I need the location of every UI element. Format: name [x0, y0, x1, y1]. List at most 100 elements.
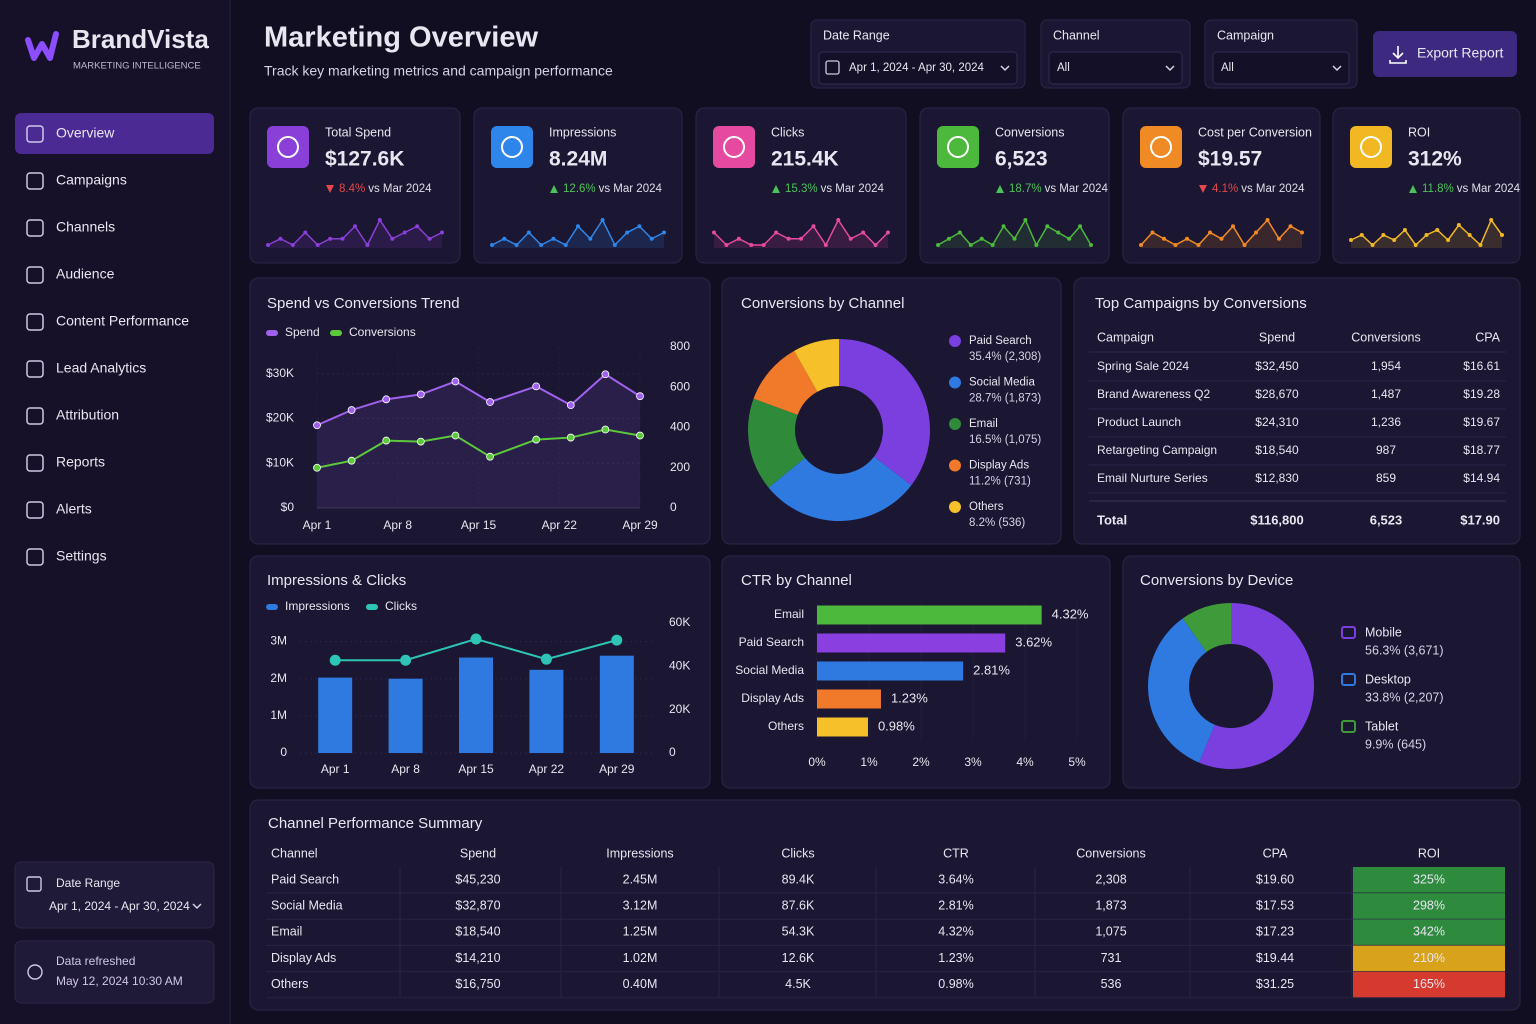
- kpi-comparison: vs Mar 2024: [599, 183, 663, 195]
- sparkline-point: [576, 224, 580, 229]
- table-cell: $18.77: [1463, 443, 1500, 457]
- table-cell: 342%: [1413, 925, 1445, 939]
- legend-label: Impressions: [285, 599, 350, 613]
- card-title: Top Campaigns by Conversions: [1095, 295, 1307, 312]
- filter-select[interactable]: [818, 51, 1018, 85]
- kpi-icon-glyph: [723, 136, 745, 158]
- nav-item[interactable]: Audience: [56, 266, 115, 282]
- sparkline-point: [1467, 233, 1472, 237]
- kpi-change: 12.6% vs Mar 2024: [563, 183, 662, 195]
- kpi-arrow: [772, 185, 780, 193]
- table-cell: 2.45M: [623, 872, 658, 886]
- table-cell: 4.5K: [785, 977, 811, 991]
- column-header: CTR: [943, 846, 969, 860]
- nav-icon: [26, 548, 44, 566]
- sparkline-point: [861, 230, 866, 235]
- table-cell: 731: [1101, 951, 1122, 965]
- sparkline-point: [979, 236, 984, 241]
- sparkline-point: [1392, 238, 1397, 242]
- table-cell: $19.67: [1463, 415, 1500, 429]
- y2-tick-label: 0: [669, 745, 676, 759]
- export-label[interactable]: Export Report: [1417, 45, 1503, 61]
- kpi-icon: [937, 126, 979, 168]
- chevron: [192, 903, 202, 910]
- nav-item[interactable]: Reports: [56, 454, 105, 470]
- date-box: [14, 861, 215, 929]
- sparkline-point: [1349, 238, 1353, 242]
- kpi-label: ROI: [1408, 125, 1430, 139]
- point: [313, 463, 321, 472]
- kpi-icon: [713, 126, 755, 168]
- legend-value: 56.3% (3,671): [1365, 643, 1444, 657]
- nav-item[interactable]: Overview: [56, 125, 115, 141]
- legend-value: 33.8% (2,207): [1365, 690, 1444, 704]
- table-cell: $14,210: [455, 951, 500, 965]
- sparkline-point: [600, 218, 605, 222]
- point: [313, 421, 321, 430]
- sparkline-point: [1402, 228, 1407, 232]
- sparkline-point: [1089, 243, 1093, 247]
- sparkline-point: [649, 236, 654, 241]
- filter-value[interactable]: Apr 1, 2024 - Apr 30, 2024: [849, 62, 985, 74]
- donut-slice: [768, 456, 912, 521]
- calendar-icon: [26, 876, 42, 892]
- nav-icon: [26, 313, 44, 331]
- date-value[interactable]: Apr 1, 2024 - Apr 30, 2024: [49, 899, 190, 913]
- category-label: Others: [768, 719, 804, 733]
- kpi-arrow: [326, 185, 334, 193]
- filter-select[interactable]: [1048, 51, 1183, 85]
- nav-item[interactable]: Channels: [56, 219, 115, 235]
- sparkline-point: [637, 224, 642, 229]
- legend-swatch: [330, 330, 342, 336]
- kpi-label: Impressions: [549, 125, 616, 139]
- sparkline-point: [1196, 243, 1201, 247]
- donut-slice: [753, 350, 818, 415]
- nav-item[interactable]: Campaigns: [56, 172, 127, 188]
- nav-item[interactable]: Attribution: [56, 407, 119, 423]
- sparkline-point: [490, 243, 494, 247]
- kpi-value: 8.24M: [549, 148, 607, 171]
- legend-swatch: [266, 604, 278, 610]
- sparkline-point: [1056, 230, 1061, 235]
- refresh-icon: [27, 964, 43, 980]
- nav-icon: [26, 454, 44, 472]
- legend-label: Paid Search: [969, 335, 1032, 347]
- sparkline-point: [353, 224, 357, 229]
- x-tick-label: Apr 29: [599, 762, 635, 776]
- nav-item[interactable]: Settings: [56, 548, 107, 564]
- bar: [388, 678, 423, 753]
- filter-value[interactable]: All: [1057, 62, 1070, 74]
- sidebar: [0, 0, 230, 1024]
- x-tick-label: 4%: [1016, 755, 1034, 769]
- sparkline-point: [402, 230, 407, 235]
- nav-item[interactable]: Alerts: [56, 501, 92, 517]
- point: [451, 431, 460, 440]
- table-cell: Brand Awareness Q2: [1097, 387, 1211, 401]
- filter-value[interactable]: All: [1221, 62, 1234, 74]
- sparkline-point: [1500, 233, 1504, 237]
- table-cell: 298%: [1413, 898, 1445, 912]
- x-tick-label: 3%: [964, 755, 982, 769]
- donut-slice: [794, 339, 839, 392]
- category-label: Paid Search: [739, 635, 804, 649]
- column-header: Spend: [1259, 330, 1295, 344]
- table-cell: Product Launch: [1097, 415, 1181, 429]
- legend-dot: [949, 418, 961, 430]
- kpi-icon-glyph: [501, 136, 523, 158]
- x-tick-label: Apr 22: [542, 518, 578, 532]
- filter-select[interactable]: [1212, 51, 1350, 85]
- export-button[interactable]: [1373, 31, 1517, 77]
- nav-item[interactable]: Content Performance: [56, 313, 189, 329]
- column-header: Conversions: [1076, 846, 1145, 860]
- calendar-icon: [825, 60, 840, 75]
- legend-value: 35.4% (2,308): [969, 351, 1041, 363]
- table-cell: $17.23: [1256, 925, 1294, 939]
- nav-item[interactable]: Lead Analytics: [56, 360, 146, 376]
- refresh-label: Data refreshed: [56, 954, 135, 968]
- kpi-label: Clicks: [771, 125, 804, 139]
- sparkline-point: [848, 236, 853, 241]
- donut-slice: [839, 339, 930, 486]
- kpi-change: 11.8% vs Mar 2024: [1422, 183, 1521, 195]
- sparkline-point: [290, 243, 295, 247]
